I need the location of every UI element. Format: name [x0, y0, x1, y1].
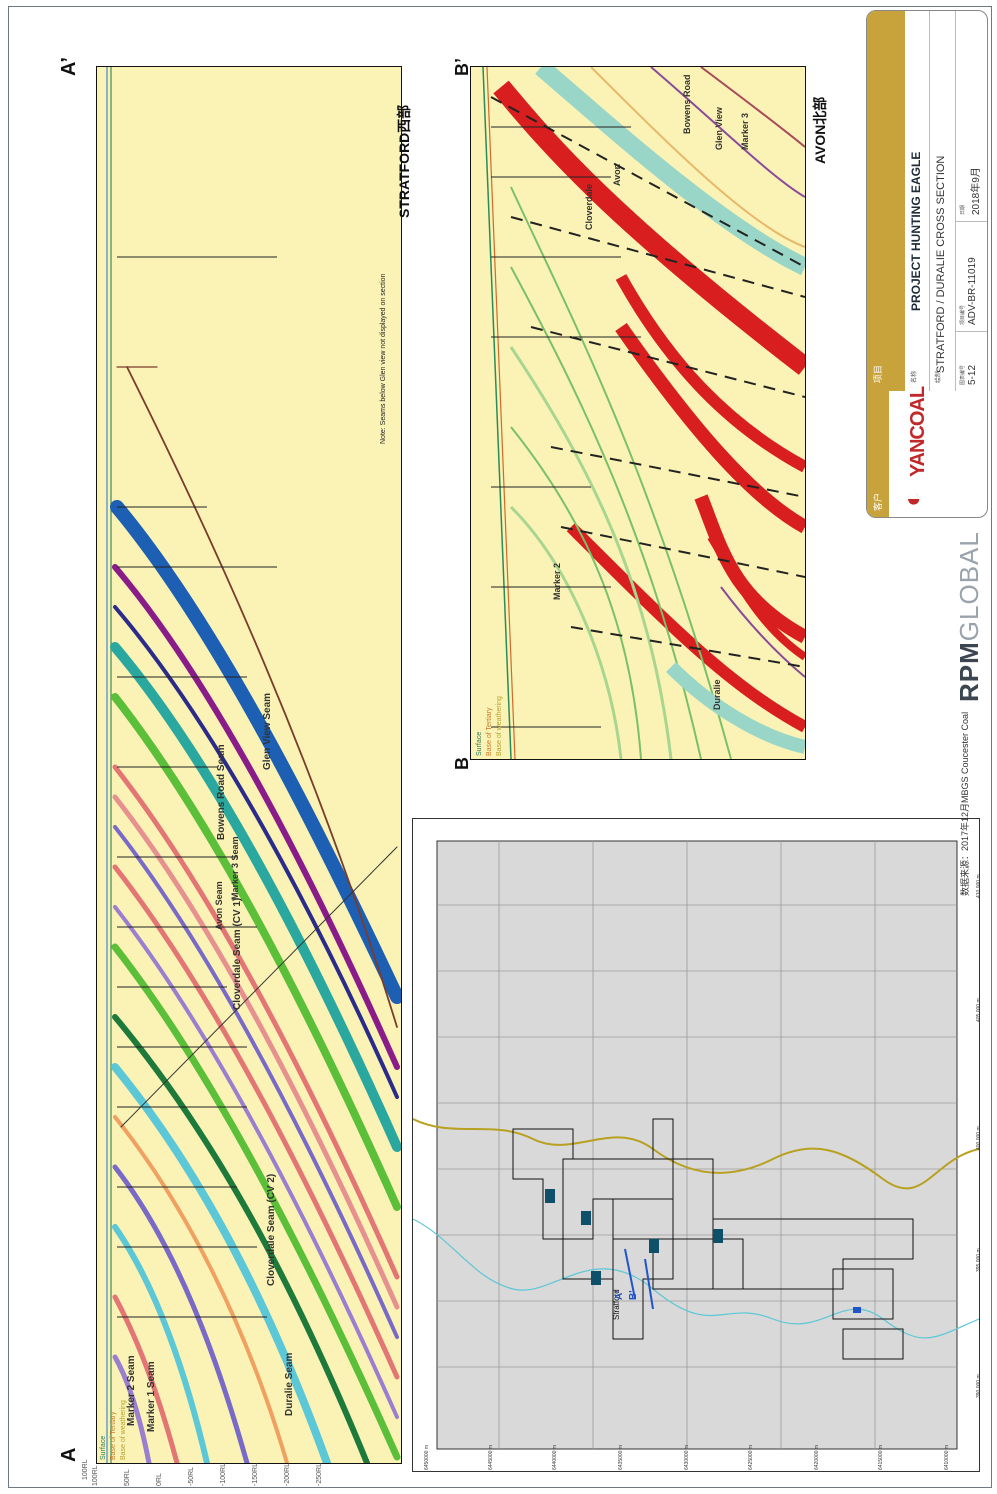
cross-section-a [96, 66, 402, 1464]
section-a-elevation-label: -200RL [284, 1463, 291, 1486]
section-b-seam-glen-view: Glen View [714, 107, 724, 150]
section-b-legend-surface: Surface [476, 731, 483, 756]
section-a-start-label: A [58, 1447, 80, 1462]
section-a-legend-tertiary: Base of Tertiary [110, 1411, 117, 1460]
section-b-seam-marker-2: Marker 2 [552, 562, 562, 600]
rpm-global-logo: RPMGLOBAL [954, 531, 985, 702]
title-divider-1 [929, 11, 930, 391]
rpm-logo-bold: RPM [954, 641, 984, 702]
elev-label-0: 100RL [82, 1459, 89, 1480]
map-easting-7: 6415000 m [878, 1444, 884, 1470]
section-a-elevation-label: 50RL [124, 1469, 131, 1486]
section-a-elevation-label: -250RL [316, 1463, 323, 1486]
section-b-seam-marker-3: Marker 3 [740, 112, 750, 150]
title-project-gold-band [889, 11, 905, 391]
page-frame [8, 6, 992, 1488]
seam-label-marker-2: Marker 2 Seam [126, 1355, 137, 1426]
cross-section-b-drawing [471, 67, 805, 759]
title-divider-4 [955, 221, 987, 222]
title-project-label: 项目 [873, 364, 883, 383]
location-map-drawing [413, 840, 979, 1450]
section-a-elevation-label: -100RL [220, 1463, 227, 1486]
title-divider-2 [955, 11, 956, 391]
section-b-start-label: B [452, 757, 472, 770]
title-block: 客户 ◐ YANCOAL 项目 名称 PROJECT HUNTING EAGLE… [866, 10, 988, 518]
section-b-seam-duralie: Duralie [712, 679, 722, 710]
seam-label-duralie: Duralie Seam [284, 1352, 295, 1416]
fig-no-value: 5-12 [967, 364, 978, 385]
map-northing-4: 410 000 m [976, 874, 982, 898]
cross-section-b [470, 66, 806, 760]
section-a-end-label: A’ [58, 57, 80, 76]
seam-label-marker-3: Marker 3 Seam [230, 836, 240, 900]
map-northing-0: 390 000 m [976, 1374, 982, 1398]
date-value: 2018年9月 [971, 167, 982, 215]
title-client-header [867, 391, 889, 517]
seam-label-cloverdale-cv2: Cloverdale Seam (CV 2) [266, 1173, 277, 1286]
section-a-legend-weathering: Base of weathering [120, 1400, 127, 1460]
map-easting-4: 6430000 m [684, 1444, 690, 1470]
map-easting-6: 6420000 m [814, 1444, 820, 1470]
project-no-label: 项目编号 [960, 304, 966, 325]
client-logo-icon: ◐ [897, 491, 927, 507]
project-no-value: ADV-BR-11019 [967, 257, 978, 325]
section-a-legend-surface: Surface [100, 1435, 107, 1460]
section-a-note: Note: Seams below Glen view not displaye… [380, 273, 387, 444]
map-easting-8: 6410000 m [944, 1444, 950, 1470]
map-easting-1: 6445000 m [488, 1444, 494, 1470]
location-map [412, 818, 980, 1472]
seam-label-glen-view: Glen View Seam [262, 692, 273, 770]
section-a-elevation-label: 0RL [156, 1473, 163, 1486]
seam-label-cloverdale-cv1: Cloverdale Seam (CV 1) [232, 897, 243, 1010]
title-name-label: 名称 [912, 370, 918, 383]
section-b-legend-weathering: Base of weathering [496, 696, 503, 756]
project-name: PROJECT HUNTING EAGLE [909, 151, 923, 311]
client-logo: YANCOAL [907, 386, 929, 477]
map-section-b-marker: B' [628, 1290, 639, 1300]
cross-section-a-drawing [97, 67, 401, 1463]
source-note: 数据来源：2017年12月MBGS Coucester Coal [960, 711, 970, 896]
fig-no-label: 图表编号 [960, 364, 966, 385]
map-easting-5: 6425000 m [748, 1444, 754, 1470]
section-b-seam-bowens-road: Bowens Road [682, 74, 692, 134]
title-client-label: 客户 [873, 492, 883, 511]
map-northing-2: 400 000 m [976, 1126, 982, 1150]
map-northing-3: 405 000 m [976, 998, 982, 1022]
map-easting-2: 6440000 m [552, 1444, 558, 1470]
section-b-seam-cloverdale: Cloverdale [584, 183, 594, 230]
section-b-legend-tertiary: Base of Tertiary [486, 707, 493, 756]
date-label: 日期 [960, 204, 966, 215]
title-divider-3 [955, 331, 987, 332]
section-b-end-label: B’ [452, 58, 472, 76]
section-b-end-location: AVON北部 [812, 96, 828, 164]
section-a-elevation-label: -50RL [188, 1466, 195, 1486]
seam-label-avon: Avon Seam [214, 881, 224, 930]
map-easting-3: 6435000 m [618, 1444, 624, 1470]
map-section-a-marker: A' [614, 1290, 625, 1300]
title-project-header [867, 11, 889, 391]
section-a-end-location: STRATFORD西部 [396, 104, 412, 218]
section-a-elevation-label: 100RL [92, 1465, 99, 1486]
seam-label-bowens-road: Bowens Road Seam [216, 744, 227, 840]
map-easting-0: 6450000 m [424, 1444, 430, 1470]
drawing-title: STRATFORD / DURALIE CROSS SECTION [935, 155, 947, 373]
seam-label-marker-1: Marker 1 Seam [146, 1361, 157, 1432]
map-northing-1: 395 000 m [976, 1248, 982, 1272]
section-a-elevation-label: -150RL [252, 1463, 259, 1486]
section-b-seam-avon: Avon [612, 163, 622, 186]
rpm-logo-light: GLOBAL [954, 531, 984, 642]
